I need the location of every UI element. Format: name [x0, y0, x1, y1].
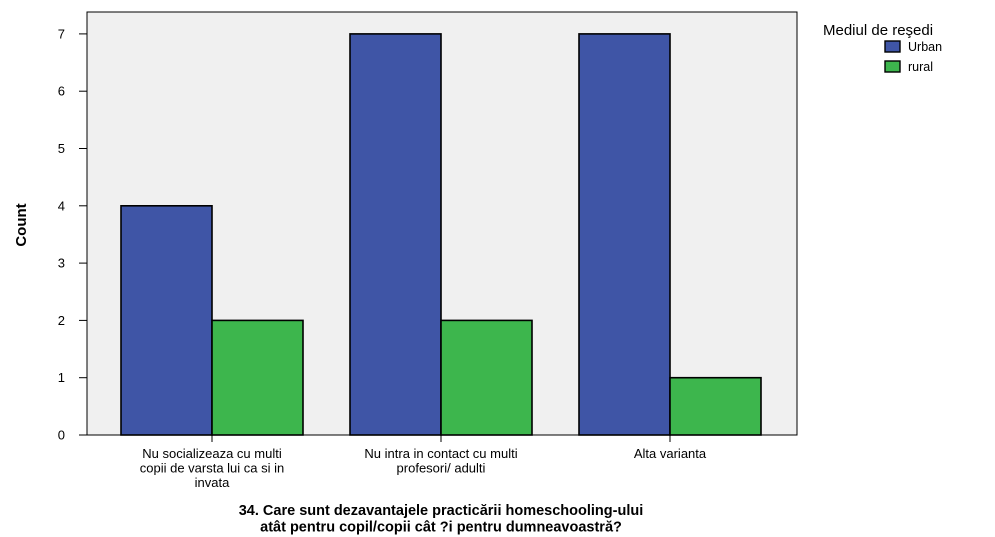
bar-urban-3 [578, 33, 671, 436]
y-tick-label: 5 [58, 141, 65, 156]
x-axis-label-line: 34. Care sunt dezavantajele practicării … [239, 503, 644, 519]
y-tick-label: 0 [58, 428, 65, 443]
bar-rural-2 [440, 319, 533, 436]
y-axis: 0 1 2 3 4 5 6 7 [58, 26, 87, 443]
y-tick-label: 7 [58, 26, 65, 41]
y-axis-label: Count [13, 203, 30, 246]
legend-title: Mediul de reşedi [823, 22, 933, 39]
y-tick-label: 2 [58, 313, 65, 328]
y-tick-label: 6 [58, 84, 65, 99]
y-tick-label: 3 [58, 256, 65, 271]
y-tick-label: 1 [58, 370, 65, 385]
legend-swatch-rural [884, 60, 901, 73]
bars-group [120, 33, 762, 436]
x-category-label: Nu intra in contact cu multi [364, 446, 517, 461]
bar-urban-2 [349, 33, 442, 436]
x-category-label: profesori/ adulti [397, 461, 486, 476]
x-category-label: invata [195, 475, 230, 490]
x-category-label: Nu socializeaza cu multi [142, 446, 282, 461]
bar-rural-1 [211, 319, 304, 436]
legend-entry-rural: rural [908, 60, 933, 74]
legend-swatch-urban [884, 40, 901, 53]
bar-rural-3 [669, 376, 762, 436]
y-tick-label: 4 [58, 198, 65, 213]
bar-urban-1 [120, 205, 213, 436]
x-category-label: Alta varianta [634, 446, 707, 461]
x-category-label: copii de varsta lui ca si in [140, 461, 285, 476]
x-axis-label-line: atât pentru copil/copii cât ?i pentru du… [260, 520, 622, 536]
x-axis-label: 34. Care sunt dezavantajele practicării … [239, 503, 644, 536]
legend-entry-urban: Urban [908, 40, 942, 54]
